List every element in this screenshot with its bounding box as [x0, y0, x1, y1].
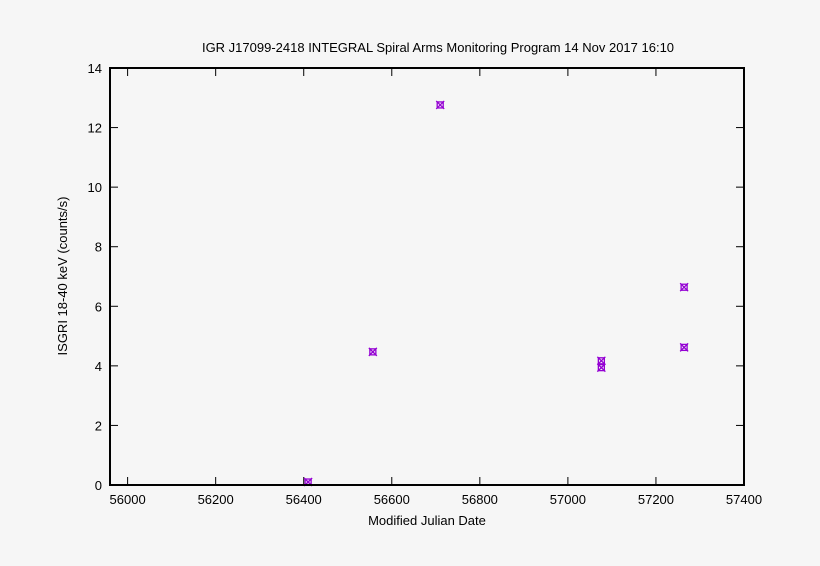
y-axis-label: ISGRI 18-40 keV (counts/s) [55, 197, 70, 356]
data-point [679, 342, 689, 352]
data-point [368, 347, 378, 357]
x-axis-label: Modified Julian Date [368, 513, 486, 528]
y-tick-label: 4 [95, 359, 102, 374]
x-tick-label: 56400 [286, 492, 322, 507]
x-tick-label: 56600 [374, 492, 410, 507]
chart-title: IGR J17099-2418 INTEGRAL Spiral Arms Mon… [202, 40, 674, 55]
plot-frame [109, 67, 745, 486]
data-point [596, 363, 606, 373]
x-tick-label: 56800 [462, 492, 498, 507]
data-point [435, 100, 445, 110]
data-point [679, 282, 689, 292]
y-tick-label: 10 [88, 180, 102, 195]
x-tick-label: 57000 [550, 492, 586, 507]
y-tick-label: 6 [95, 299, 102, 314]
y-tick-label: 12 [88, 121, 102, 136]
x-tick-label: 57400 [726, 492, 762, 507]
x-tick-label: 56200 [198, 492, 234, 507]
y-tick-label: 0 [95, 478, 102, 493]
data-point [596, 356, 606, 366]
x-tick-label: 57200 [638, 492, 674, 507]
x-tick-label: 56000 [110, 492, 146, 507]
y-tick-label: 8 [95, 240, 102, 255]
y-tick-label: 2 [95, 418, 102, 433]
y-tick-label: 14 [88, 61, 102, 76]
